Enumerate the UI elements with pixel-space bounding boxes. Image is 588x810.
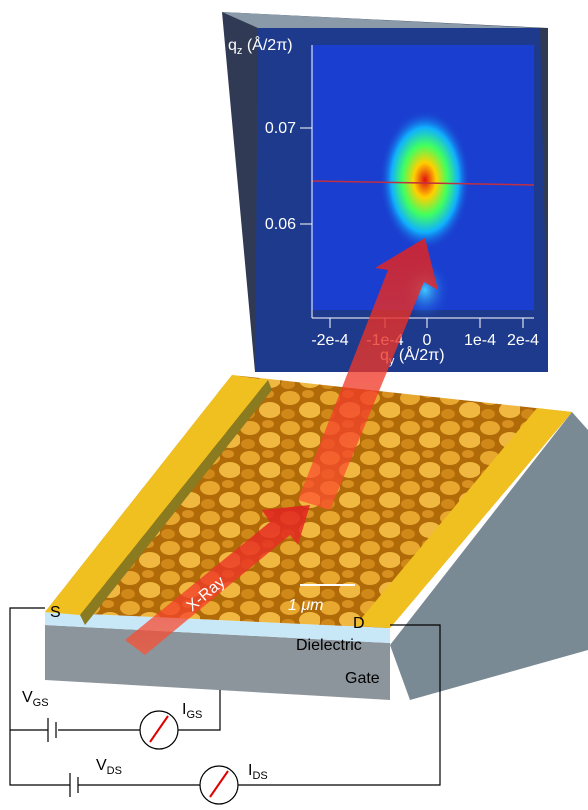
source-label: S (50, 604, 61, 621)
figure: qz (Å/2π) 0.07 0.06 -2e-4-1e-401e-42e-4 … (0, 0, 588, 805)
scale-label: 1 μm (288, 597, 323, 614)
intensity-peak (380, 110, 470, 250)
dielectric-label: Dielectric (296, 637, 362, 654)
y-tick-label: 0.07 (265, 120, 296, 137)
drain-label: D (353, 615, 365, 632)
gate-label: Gate (345, 670, 380, 687)
x-tick-label: 2e-4 (507, 332, 539, 349)
y-tick-label: 0.06 (265, 216, 296, 233)
x-tick-label: -2e-4 (311, 332, 348, 349)
x-tick-label: 1e-4 (464, 332, 496, 349)
vds-label: VDS (96, 757, 122, 777)
ids-label: IDS (248, 762, 268, 782)
vgs-label: VGS (22, 689, 49, 709)
igs-label: IGS (182, 701, 202, 721)
